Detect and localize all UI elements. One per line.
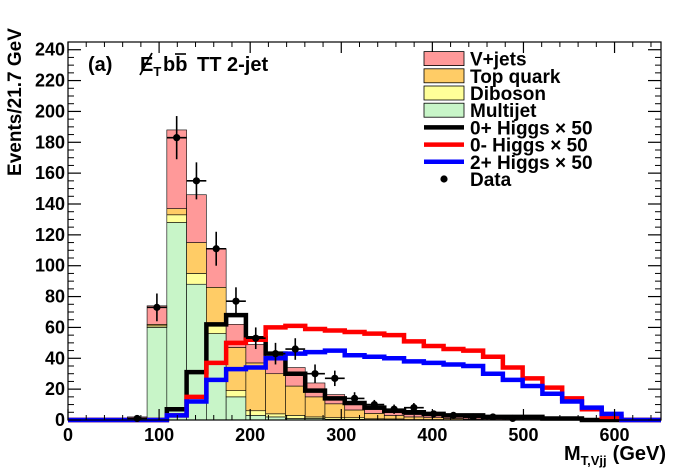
y-tick-label-240: 240 (35, 40, 65, 60)
bar-top-quark-bin-14 (344, 409, 365, 418)
title-met-slash (139, 52, 153, 76)
y-tick-label-80: 80 (45, 287, 65, 307)
y-tick-label-220: 220 (35, 71, 65, 91)
panel-label: (a) (88, 54, 112, 76)
data-point-2 (173, 134, 181, 142)
y-tick-label-40: 40 (45, 348, 65, 368)
data-point-1 (153, 303, 161, 311)
bar-diboson-bin-6 (186, 273, 207, 285)
bar-multijet-bin-8 (225, 396, 247, 421)
data-point-18 (489, 413, 497, 421)
data-point-15 (430, 410, 438, 418)
data-point-19 (509, 414, 517, 423)
bar-multijet-bin-5 (166, 222, 187, 421)
x-tick-label-500: 500 (508, 425, 538, 445)
legend-swatch-top-quark (423, 68, 465, 84)
data-point-9 (311, 370, 319, 378)
bar-top-quark-bin-12 (304, 396, 326, 418)
legend-label-data: Data (470, 170, 512, 191)
data-point-4 (212, 245, 220, 253)
x-tick-label-600: 600 (600, 425, 630, 445)
bar-top-quark-bin-6 (186, 242, 207, 274)
data-point-14 (410, 404, 418, 412)
signal-curves (68, 312, 661, 423)
bar-top-quark-bin-11 (285, 385, 306, 416)
y-tick-label-200: 200 (35, 101, 65, 121)
bar-top-quark-bin-9 (245, 362, 266, 412)
legend-swatch-multijet (423, 102, 465, 118)
data-point-10 (331, 374, 339, 382)
series-line-0-higgs (68, 312, 661, 423)
legend-marker-data (440, 175, 448, 183)
y-tick-label-20: 20 (45, 379, 65, 399)
x-tick-label-0: 0 (63, 425, 73, 445)
x-tick-label-300: 300 (326, 425, 356, 445)
bar-top-quark-bin-16 (383, 415, 405, 420)
legend-label-0-higgs: 0- Higgs × 50 (470, 136, 588, 157)
x-tick-label-400: 400 (417, 425, 447, 445)
legend-swatch-diboson (423, 85, 465, 101)
bar-diboson-bin-9 (245, 410, 266, 416)
bar-top-quark-bin-15 (364, 413, 385, 420)
bar-diboson-bin-5 (166, 214, 187, 223)
bar-multijet-bin-4 (146, 327, 168, 421)
x-axis-label: MT,Vjj (GeV) (564, 443, 666, 468)
x-axis-label-sub: T,Vjj (581, 453, 607, 468)
data-point-7 (271, 350, 280, 358)
data-point-12 (370, 400, 378, 409)
bar-multijet-bin-9 (245, 415, 266, 421)
x-tick-label-100: 100 (144, 425, 174, 445)
bar-diboson-bin-8 (225, 390, 247, 398)
legend-label-top-quark: Top quark (470, 67, 561, 88)
data-point-5 (232, 297, 240, 305)
y-axis-label: Events/21.7 GeV (5, 28, 26, 176)
legend-label-multijet: Multijet (470, 101, 537, 122)
bar-diboson-bin-11 (285, 415, 306, 419)
legend-label-0-higgs: 0+ Higgs × 50 (470, 118, 593, 139)
data-point-16 (449, 411, 458, 419)
legend-swatch-v-jets (423, 51, 465, 66)
bar-top-quark-bin-5 (166, 208, 187, 216)
legend-label-diboson: Diboson (470, 84, 546, 105)
data-points (127, 116, 523, 423)
y-tick-label-0: 0 (55, 410, 65, 430)
y-tick-label-100: 100 (35, 256, 65, 276)
bar-top-quark-bin-10 (265, 373, 286, 415)
title-met-subscript: T (153, 64, 161, 79)
data-point-8 (291, 345, 299, 353)
title-bb: bb (163, 54, 187, 76)
x-axis-label-unit: (GeV) (613, 443, 666, 465)
plot-frame (67, 41, 662, 421)
bar-v-jets-bin-11 (285, 367, 306, 387)
data-point-13 (390, 405, 398, 413)
data-point-11 (350, 394, 359, 402)
y-tick-label-120: 120 (35, 225, 65, 245)
series-line-2-higgs (68, 348, 661, 423)
bar-v-jets-bin-6 (186, 194, 207, 243)
title-rest: TT 2-jet (197, 54, 268, 76)
bar-multijet-bin-7 (206, 333, 227, 421)
y-tick-label-160: 160 (35, 163, 65, 183)
y-tick-label-140: 140 (35, 194, 65, 214)
data-point-17 (469, 413, 477, 421)
chart-title: (a) ET bb TT 2-jet (88, 52, 268, 79)
legend-label-v-jets: V+jets (470, 50, 527, 71)
x-tick-label-200: 200 (235, 425, 265, 445)
axes: 0 100 200 300 400 500 600 0 20 40 60 80 100 120 140 160… (35, 40, 662, 445)
legend-label-2-higgs: 2+ Higgs × 50 (470, 153, 593, 174)
bar-top-quark-bin-7 (206, 287, 227, 325)
y-tick-label-60: 60 (45, 317, 65, 337)
bar-v-jets-bin-15 (364, 409, 385, 414)
y-tick-label-180: 180 (35, 132, 65, 152)
data-point-0 (133, 414, 141, 423)
x-axis-label-main: M (564, 443, 581, 465)
data-point-6 (252, 334, 260, 342)
data-point-3 (192, 177, 201, 185)
